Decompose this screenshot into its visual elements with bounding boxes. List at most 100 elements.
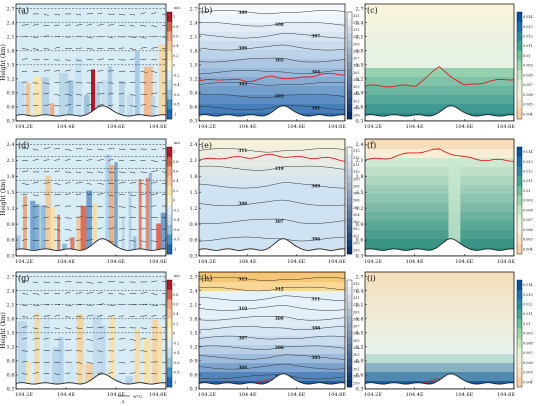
plot-frame	[364, 271, 515, 390]
y-tick-label: 2.1	[7, 34, 15, 40]
y-tick-label: 0.3	[356, 254, 364, 260]
wind-column	[51, 347, 61, 389]
wind-vector	[97, 350, 103, 352]
x-tick-label: 104.4E	[239, 124, 257, 130]
colorbar-swatch	[347, 189, 352, 198]
y-tick-label: 1.8	[356, 317, 364, 323]
colorbar-swatch	[517, 12, 522, 23]
colorbar-tick-label: 0.011	[523, 179, 533, 183]
y-tick-label: 2.4	[190, 20, 198, 26]
y-tick-label: 2.1	[190, 158, 198, 164]
wind-column	[45, 175, 52, 256]
y-tick-label: 0.9	[356, 91, 364, 97]
panel-a: (a) 0.3 0.6 0.9 1.2 1.5 1.8 2.1 2.4 2.7 104.2E 104.…	[0, 3, 180, 130]
wind-vector	[21, 361, 28, 363]
wind-column	[105, 154, 111, 256]
wind-vector	[65, 372, 71, 374]
plot-body	[365, 272, 514, 389]
wind-vector	[86, 92, 93, 95]
wind-vector	[108, 194, 114, 197]
q-band	[365, 299, 514, 309]
colorbar-tick-label: 0.006	[523, 228, 533, 232]
y-tick-label: 2.7	[190, 274, 198, 280]
x-tick-label: 104.8E	[497, 259, 515, 265]
wind-vector	[43, 361, 50, 364]
colorbar-frame	[346, 11, 353, 120]
theta-band	[199, 290, 345, 300]
wind-vector	[161, 349, 166, 351]
wind-vector	[65, 327, 72, 329]
colorbar-tick-label: 307	[353, 325, 359, 329]
wind-vector	[43, 82, 50, 85]
colorbar: 0.014 0.013 0.012 0.011 0.01 0.009 0.008 0.007 0…	[516, 146, 533, 255]
theta-band	[199, 229, 345, 239]
wind-column	[118, 80, 125, 121]
colorbar-swatch	[167, 21, 172, 32]
wind-vector	[140, 205, 146, 208]
colorbar-swatch	[517, 224, 522, 235]
plot-frame	[15, 271, 167, 390]
wind-vector	[65, 349, 72, 351]
colorbar-tick-label: 0.006	[523, 361, 533, 365]
y-tick-label: 1.2	[7, 77, 15, 83]
terrain	[365, 105, 514, 121]
colorbar-swatch	[347, 358, 352, 366]
y-tick-label: 1.8	[356, 49, 364, 55]
y-tick-label: 0.9	[190, 359, 198, 365]
y-tick-label: 1.8	[190, 49, 198, 55]
wind-vector	[75, 239, 82, 241]
wind-vector	[97, 58, 105, 61]
colorbar-swatch	[517, 367, 522, 378]
q-band	[365, 308, 514, 318]
colorbar-swatch	[347, 239, 352, 248]
q-band	[365, 148, 514, 158]
wind-vector	[54, 228, 61, 231]
wind-vector	[75, 338, 82, 340]
x-tick-label: 104.4E	[57, 124, 75, 130]
colorbar-tick-label: 1	[173, 150, 175, 154]
wind-vector	[118, 239, 125, 241]
colorbar-tick-label: -0.6	[173, 361, 180, 365]
theta-band	[199, 139, 345, 149]
y-tick-label: 1.2	[190, 77, 198, 83]
wind-vector	[140, 193, 146, 196]
wind-vector	[118, 228, 125, 230]
y-tick-label: 0.9	[190, 222, 198, 228]
q-band	[365, 4, 514, 5]
wind-vector	[32, 293, 40, 295]
theta-band	[199, 4, 345, 15]
terrain	[365, 238, 514, 256]
wind-column	[134, 329, 140, 389]
wind-vector	[86, 69, 94, 72]
wind-column	[138, 178, 142, 256]
panel-label: (a)	[18, 6, 29, 15]
wind-vector	[65, 104, 72, 106]
wind-vector	[151, 92, 158, 95]
wind-column	[17, 321, 27, 389]
x-tick-label: 104.6E	[455, 124, 473, 130]
terrain	[199, 238, 345, 256]
q-band	[365, 76, 514, 86]
colorbar: m/s 1 0.8 0.6 0.4 0.2 0 -0.2 -0.4 -0.6 -0.8 -1	[166, 6, 180, 120]
wind-vector	[86, 159, 93, 161]
theta-contour	[199, 316, 345, 321]
wind-vector	[86, 239, 93, 241]
wind-column	[85, 363, 94, 389]
y-tick-label: 1.2	[356, 345, 364, 351]
x-tick-label: 104.8E	[328, 124, 346, 130]
y-tick-label: 0.3	[7, 387, 15, 393]
wind-vector	[129, 240, 136, 242]
wind-column	[101, 325, 106, 389]
wind-column	[66, 361, 75, 389]
y-tick-label: 1.8	[190, 174, 198, 180]
theta-contour	[199, 165, 345, 171]
contour-label: 301	[311, 106, 320, 111]
wind-vector	[86, 361, 94, 364]
colorbar-swatch	[167, 280, 172, 291]
colorbar-tick-label: 0.8	[173, 293, 178, 297]
y-tick-label: 1.8	[7, 317, 15, 323]
y-tick-label: 0.3	[190, 119, 198, 125]
y-axis-label: Height (km)	[0, 44, 7, 81]
colorbar-tick-label: 0.006	[523, 93, 533, 97]
